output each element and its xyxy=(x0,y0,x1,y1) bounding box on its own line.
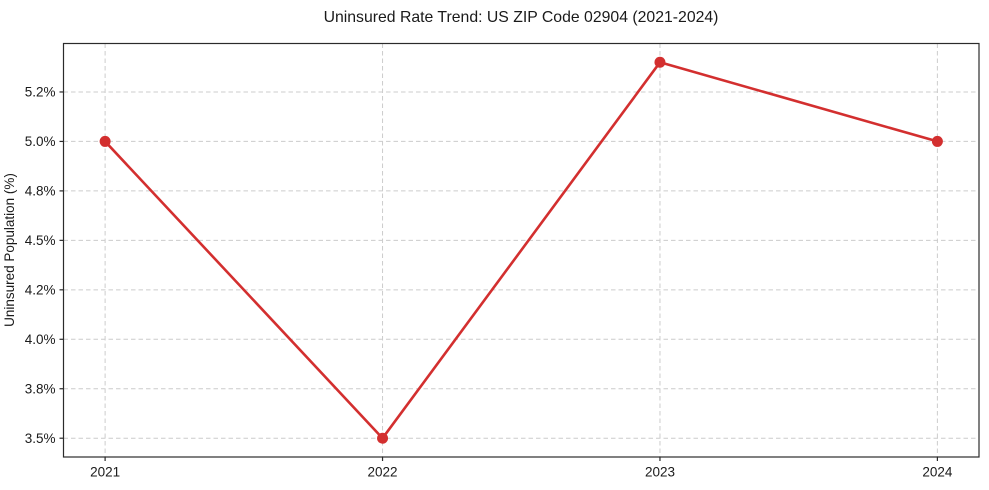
y-tick-label: 4.2% xyxy=(25,283,56,298)
x-tick-label: 2023 xyxy=(645,465,675,480)
y-tick-label: 5.0% xyxy=(25,134,56,149)
y-tick-label: 3.5% xyxy=(25,431,56,446)
y-tick-labels: 3.5% 3.8% 4.0% 4.2% 4.5% 4.8% 5.0% 5.2% xyxy=(25,85,56,446)
data-point-marker xyxy=(654,56,666,68)
x-tick-label: 2024 xyxy=(922,465,953,480)
y-tick-label: 4.0% xyxy=(25,332,56,347)
x-tick-labels: 2021 2022 2023 2024 xyxy=(90,465,953,480)
y-tick-label: 3.8% xyxy=(25,381,56,396)
y-tick-label: 5.2% xyxy=(25,85,56,100)
data-point-marker xyxy=(931,135,943,147)
data-points xyxy=(99,56,943,444)
axis-ticks xyxy=(59,91,938,461)
gridlines xyxy=(63,43,979,457)
y-tick-label: 4.8% xyxy=(25,184,56,199)
x-tick-label: 2022 xyxy=(368,465,398,480)
data-point-marker xyxy=(377,432,389,444)
data-point-marker xyxy=(99,135,111,147)
plot-frame xyxy=(62,42,980,458)
chart-title: Uninsured Rate Trend: US ZIP Code 02904 … xyxy=(324,9,719,26)
trend-line xyxy=(103,60,939,440)
y-tick-label: 4.5% xyxy=(25,233,56,248)
x-tick-label: 2021 xyxy=(90,465,120,480)
y-axis-label: Uninsured Population (%) xyxy=(2,173,17,327)
